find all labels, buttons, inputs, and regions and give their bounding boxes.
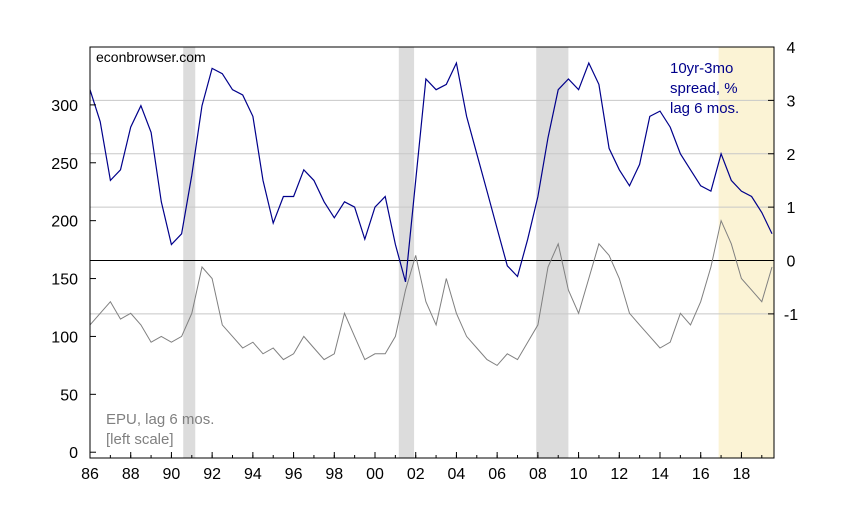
right-tick-label: 4	[787, 40, 796, 57]
right-tick-label: 0	[787, 254, 796, 271]
left-tick-label: 50	[60, 387, 78, 404]
x-tick-label: 94	[244, 466, 262, 483]
left-y-axis: 0 50 100 150 200 250 300	[51, 98, 96, 462]
right-tick-label: 3	[787, 93, 796, 110]
left-tick-label: 100	[51, 329, 78, 346]
source-label: econbrowser.com	[96, 49, 206, 65]
x-tick-label: 00	[366, 466, 384, 483]
x-axis: 86 88 90 92 94 96 98 00 02 04 06 08 10 12 14 16 18	[81, 452, 763, 483]
x-tick-label: 90	[163, 466, 181, 483]
epu-series-line	[89, 219, 773, 367]
left-tick-label: 300	[51, 98, 78, 115]
spread-legend-line-3: lag 6 mos.	[670, 100, 739, 117]
plot-frame	[89, 46, 775, 459]
epu-legend-line-1: EPU, lag 6 mos.	[106, 411, 214, 428]
right-tick-label: 1	[787, 200, 796, 217]
x-tick-label: 98	[325, 466, 343, 483]
x-tick-label: 86	[81, 466, 99, 483]
x-tick-label: 02	[407, 466, 425, 483]
recession-band	[536, 47, 569, 458]
left-tick-label: 0	[69, 445, 78, 462]
x-tick-label: 10	[570, 466, 588, 483]
right-y-axis: -1 0 1 2 3 4	[768, 40, 798, 324]
x-tick-label: 12	[610, 466, 628, 483]
plot-background	[90, 47, 774, 458]
x-tick-label: 96	[285, 466, 303, 483]
right-tick-label: 2	[787, 147, 796, 164]
recession-bands	[183, 47, 569, 458]
left-tick-label: 150	[51, 272, 78, 289]
x-tick-label: 06	[488, 466, 506, 483]
spread-legend-line-2: spread, %	[670, 80, 738, 97]
left-tick-label: 250	[51, 156, 78, 173]
spread-series-line	[89, 61, 773, 283]
x-tick-label: 04	[448, 466, 466, 483]
epu-legend-line-2: [left scale]	[106, 431, 174, 448]
x-tick-label: 92	[203, 466, 221, 483]
recession-band	[398, 47, 415, 458]
recession-band	[183, 47, 196, 458]
x-tick-label: 14	[651, 466, 669, 483]
x-tick-label: 16	[692, 466, 710, 483]
left-tick-label: 200	[51, 214, 78, 231]
x-tick-label: 08	[529, 466, 547, 483]
highlight-band	[718, 47, 774, 458]
x-tick-label: 18	[733, 466, 751, 483]
x-tick-label: 88	[122, 466, 140, 483]
spread-legend-line-1: 10yr-3mo	[670, 60, 733, 77]
right-tick-label: -1	[784, 307, 798, 324]
